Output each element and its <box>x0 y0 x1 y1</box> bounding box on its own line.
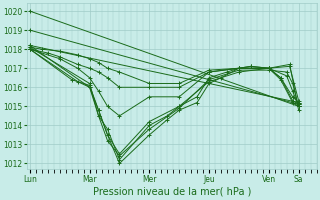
X-axis label: Pression niveau de la mer( hPa ): Pression niveau de la mer( hPa ) <box>92 187 251 197</box>
